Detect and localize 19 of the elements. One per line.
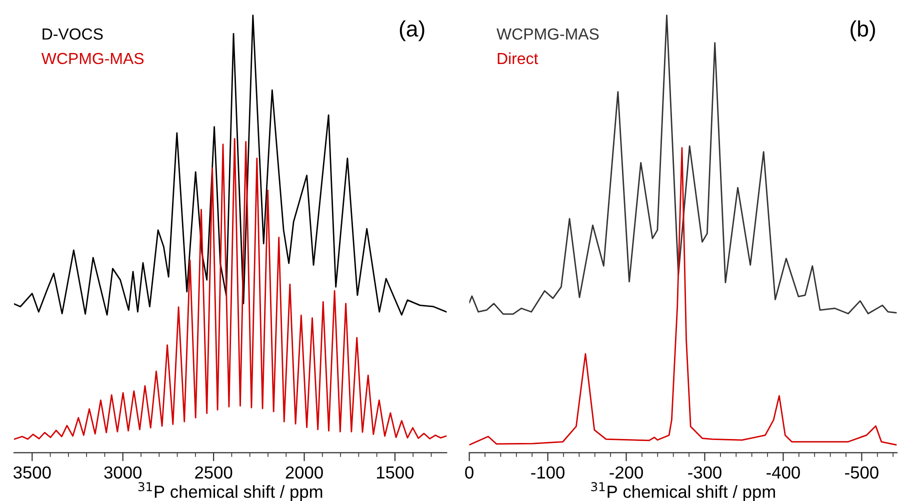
- x-tick-label: -300: [688, 466, 722, 479]
- x-tick-label: -500: [845, 466, 878, 479]
- text: WCPMG-MAS: [41, 52, 144, 64]
- x-tick-label: -400: [766, 466, 800, 479]
- x-tick-label: 3500: [14, 466, 51, 479]
- x-tick-label: 2500: [195, 466, 232, 479]
- x-axis-title: $^{31}$P chemical shift / ppm: [591, 482, 775, 501]
- chart-title: (b): [850, 20, 875, 42]
- x-tick-label: 2000: [286, 466, 323, 479]
- text: Direct: [498, 52, 538, 64]
- x-tick-label: 1500: [376, 466, 414, 479]
- text: WCPMG-MAS: [496, 28, 599, 40]
- x-tick-label: -100: [531, 466, 564, 479]
- x-axis-title: $^{31}$P chemical shift / ppm: [138, 482, 322, 501]
- x-tick-label: -200: [610, 466, 643, 479]
- text: D-VOCS: [42, 28, 103, 40]
- x-tick-label: 0: [465, 466, 474, 479]
- chart-title: (a): [400, 20, 424, 42]
- x-tick-label: 3000: [104, 466, 142, 479]
